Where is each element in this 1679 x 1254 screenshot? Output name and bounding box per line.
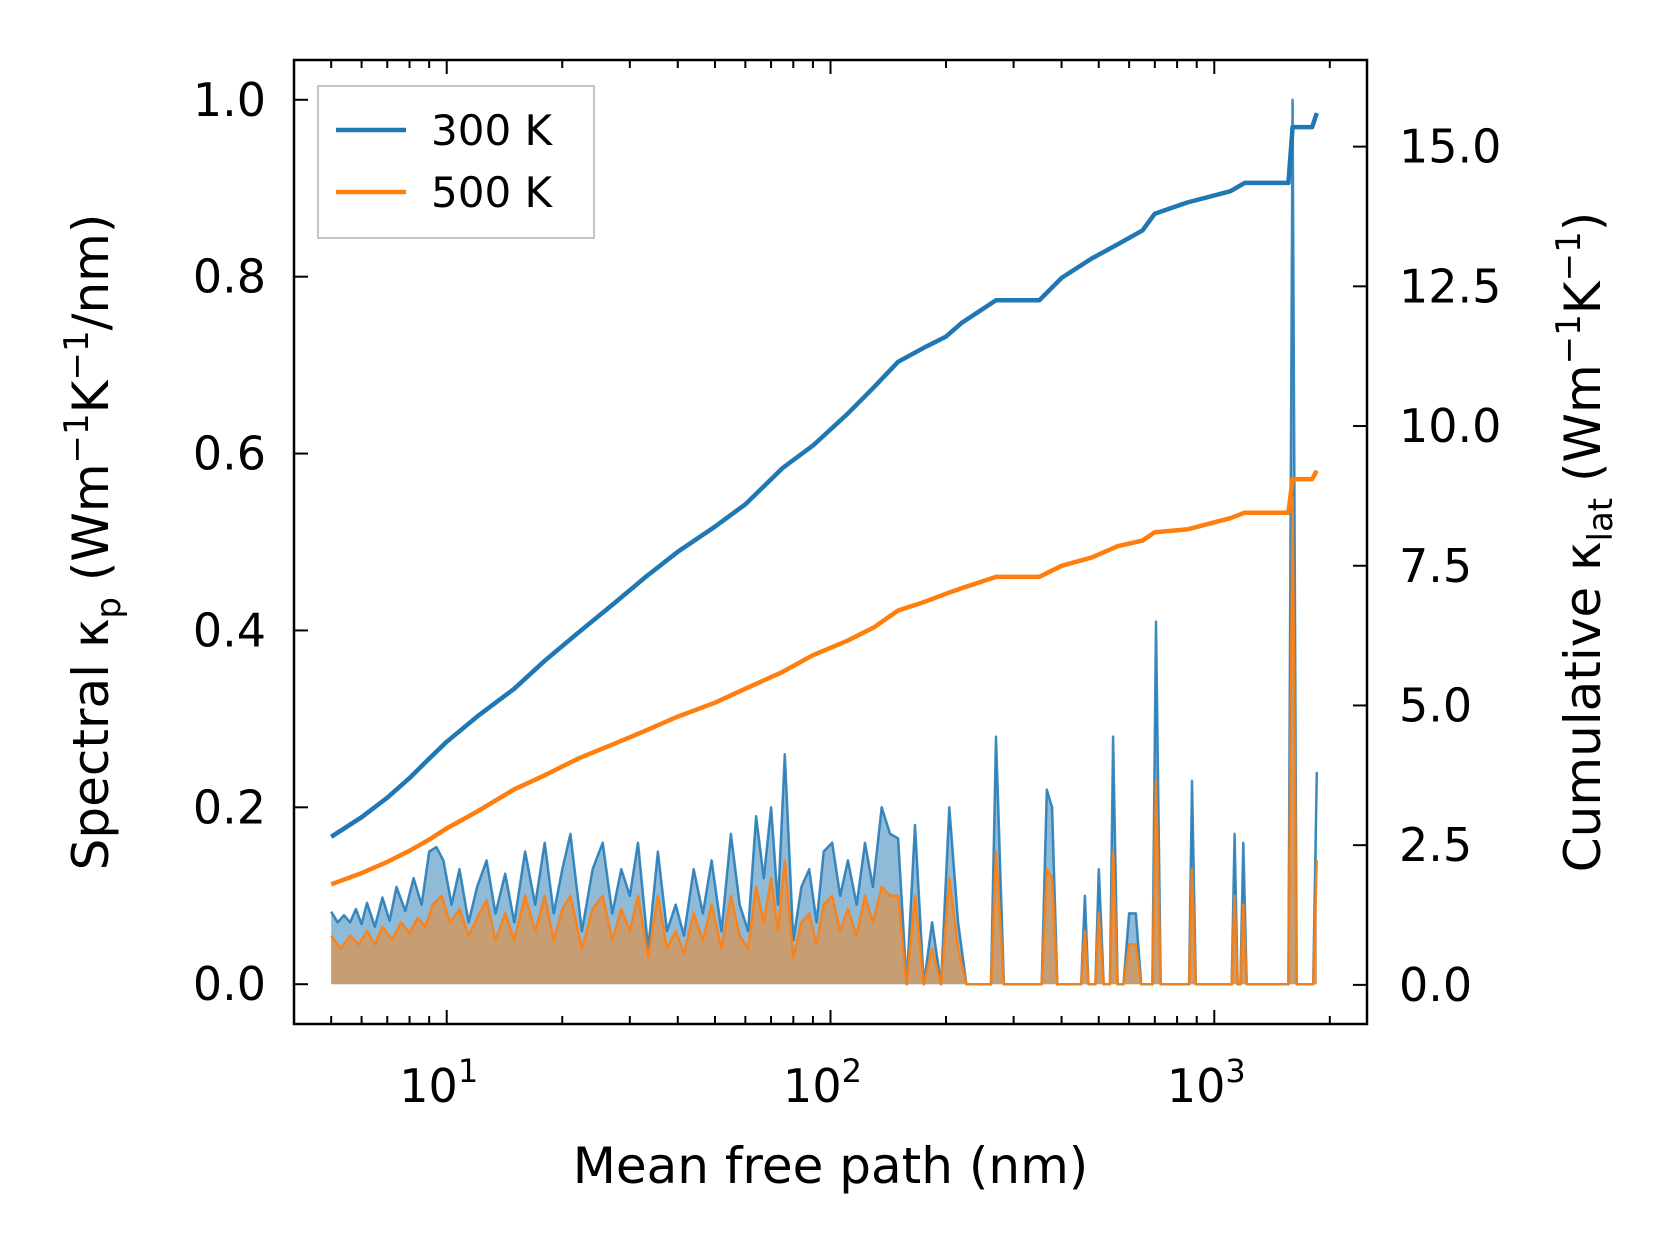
legend: 300 K 500 K <box>317 85 595 239</box>
plot-area <box>329 98 1319 986</box>
legend-label-300k: 300 K <box>431 106 554 155</box>
x-tick-label: 103 <box>1167 1052 1246 1113</box>
cumulative-line-300k <box>329 112 1319 839</box>
spectral-area-500k <box>331 497 1317 985</box>
x-tick-label: 101 <box>399 1052 478 1113</box>
y-right-tick-label: 10.0 <box>1399 399 1501 453</box>
axes: 101 102 103 0.0 0.2 0.4 0.6 0.8 1.0 0.0 2.5 5.0 7.5 1… <box>57 58 1621 1195</box>
y-left-tick-label: 0.0 <box>193 957 266 1011</box>
y-left-tick-label: 0.2 <box>193 780 266 834</box>
y-left-tick-label: 0.4 <box>193 603 266 657</box>
y-right-tick-label: 5.0 <box>1399 678 1472 732</box>
legend-label-500k: 500 K <box>431 168 554 217</box>
y-right-tick-label: 15.0 <box>1399 120 1501 174</box>
spectral-area-300k <box>331 99 1317 985</box>
x-axis-label: Mean free path (nm) <box>573 1137 1089 1195</box>
y-right-tick-label: 7.5 <box>1399 539 1472 593</box>
y-left-axis-label: Spectral κp (Wm−1K−1/nm) <box>57 214 129 871</box>
y-left-tick-label: 1.0 <box>193 73 266 127</box>
spectral-line-500k <box>330 496 1319 986</box>
x-tick-label: 102 <box>783 1052 862 1113</box>
legend-box <box>317 85 595 239</box>
y-left-tick-label: 0.8 <box>193 250 266 304</box>
y-right-axis-label: Cumulative κlat (Wm−1K−1) <box>1549 212 1621 872</box>
y-right-tick-label: 0.0 <box>1399 958 1472 1012</box>
spectral-line-300k <box>330 98 1319 986</box>
y-right-tick-label: 2.5 <box>1399 818 1472 872</box>
y-right-tick-label: 12.5 <box>1399 259 1501 313</box>
cumulative-line-500k <box>330 469 1319 887</box>
y-left-tick-label: 0.6 <box>193 427 266 481</box>
